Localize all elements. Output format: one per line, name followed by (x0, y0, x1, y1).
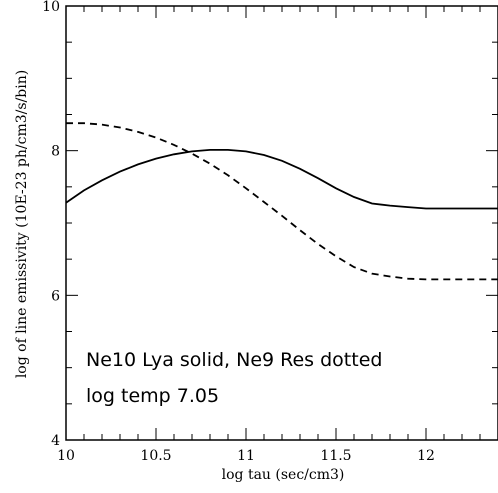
annotation-line-2: log temp 7.05 (86, 385, 219, 407)
plot-frame (65, 5, 498, 441)
x-axis-label: log tau (sec/cm3) (222, 467, 345, 483)
y-axis-label: log of line emissivity (10E-23 ph/cm3/s/… (14, 70, 30, 378)
x-tick-label: 10.5 (140, 448, 171, 464)
x-tick-label: 11 (237, 448, 255, 464)
y-tick-label: 6 (51, 288, 60, 304)
series-line-solid (65, 149, 498, 210)
y-tick-label: 8 (51, 144, 60, 160)
y-tick-label: 4 (51, 433, 60, 449)
x-tick-label: 11.5 (320, 448, 351, 464)
x-tick-label: 12 (417, 448, 435, 464)
y-tick-label: 10 (42, 0, 60, 15)
x-tick-label: 10 (57, 448, 75, 464)
series-line-dashed (66, 122, 498, 281)
annotation-line-1: Ne10 Lya solid, Ne9 Res dotted (86, 349, 382, 371)
